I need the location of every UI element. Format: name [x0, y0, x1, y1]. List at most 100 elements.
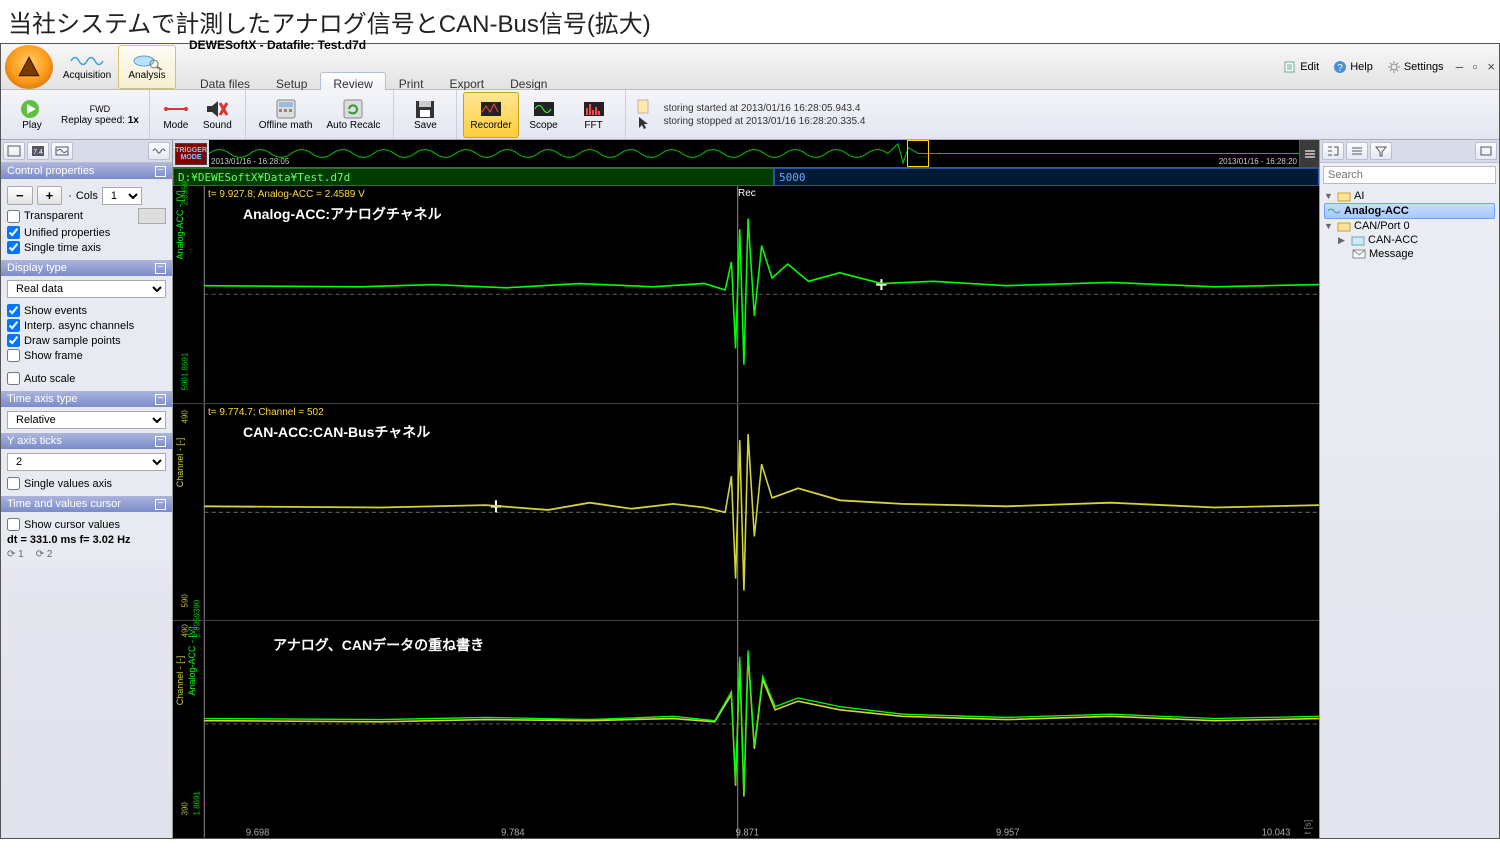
- chart-can-acc[interactable]: t= 9.774.7; Channel = 502 CAN-ACC:CAN-Bu…: [173, 404, 1319, 622]
- file-path-input[interactable]: [173, 168, 774, 186]
- mode-acquisition-label: Acquisition: [63, 70, 111, 81]
- close-button[interactable]: ×: [1483, 57, 1499, 76]
- display-type-label: Display type: [7, 262, 67, 274]
- cols-label: Cols: [76, 190, 98, 202]
- tree-can-port[interactable]: ▼CAN/Port 0: [1324, 219, 1495, 233]
- cols-minus-button[interactable]: −: [7, 186, 33, 205]
- tree-view-icon[interactable]: [1322, 142, 1344, 160]
- show-events-checkbox[interactable]: [7, 304, 20, 317]
- chart3-ytick2: 2.8959390: [193, 600, 202, 638]
- time-values-cursor-header[interactable]: Time and values cursor−: [1, 496, 172, 512]
- status-text: storing started at 2013/01/16 16:28:05.9…: [656, 100, 874, 130]
- maximize-button[interactable]: ▫: [1469, 57, 1482, 76]
- tree-analog-acc-label: Analog-ACC: [1344, 205, 1409, 217]
- svg-text:9.698: 9.698: [246, 828, 269, 838]
- offline-math-button[interactable]: Offline math: [252, 92, 320, 138]
- svg-text:?: ?: [1337, 63, 1343, 74]
- single-values-axis-checkbox[interactable]: [7, 477, 20, 490]
- chart3-ytick4: 390: [181, 802, 190, 815]
- left-panel: 7.4 Control properties− − + · Cols 1 Tra…: [1, 140, 173, 838]
- color-swatch-button[interactable]: [138, 208, 166, 224]
- show-frame-checkbox[interactable]: [7, 349, 20, 362]
- draw-sample-points-checkbox[interactable]: [7, 334, 20, 347]
- chart3-ytick1: 490: [181, 624, 190, 637]
- y-axis-ticks-select[interactable]: 2: [7, 453, 166, 471]
- play-button[interactable]: Play: [7, 92, 57, 138]
- filter-icon[interactable]: [1370, 142, 1392, 160]
- scope-label: Scope: [529, 120, 557, 131]
- main-area: 7.4 Control properties− − + · Cols 1 Tra…: [1, 140, 1499, 838]
- overview-options-button[interactable]: [1299, 140, 1319, 167]
- y-axis-ticks-label: Y axis ticks: [7, 435, 62, 447]
- cols-plus-button[interactable]: +: [37, 186, 63, 205]
- app-logo[interactable]: [5, 45, 53, 89]
- file-icon: [636, 99, 652, 115]
- y-axis-ticks-header[interactable]: Y axis ticks −: [1, 433, 172, 449]
- collapse-icon[interactable]: −: [155, 436, 166, 447]
- auto-scale-checkbox[interactable]: [7, 372, 20, 385]
- recorder-button[interactable]: Recorder: [463, 92, 518, 138]
- path-bar: [173, 168, 1319, 186]
- chart2-ytick-top: 490: [181, 410, 190, 423]
- trigger-mode-button[interactable]: TRIGGER MODE: [175, 143, 207, 165]
- time-axis-type-header[interactable]: Time axis type−: [1, 391, 172, 407]
- wave-tool-icon[interactable]: [148, 142, 170, 160]
- help-button[interactable]: ?Help: [1327, 58, 1379, 76]
- svg-text:7.4: 7.4: [33, 149, 43, 156]
- dt-freq-label: dt = 331.0 ms f= 3.02 Hz: [7, 534, 166, 546]
- rec-label: Rec: [738, 188, 756, 199]
- mode-analysis[interactable]: Analysis: [118, 45, 176, 89]
- replay-speed-label: Replay speed:: [61, 115, 125, 126]
- single-time-axis-checkbox[interactable]: [7, 241, 20, 254]
- collapse-icon[interactable]: −: [155, 394, 166, 405]
- display-type-select[interactable]: Real data: [7, 280, 166, 298]
- collapse-icon[interactable]: −: [155, 166, 166, 177]
- transparent-checkbox[interactable]: [7, 210, 20, 223]
- tree-message[interactable]: Message: [1324, 247, 1495, 261]
- display-type-header[interactable]: Display type −: [1, 260, 172, 276]
- tree-can-acc[interactable]: ▶CAN-ACC: [1324, 233, 1495, 247]
- overview-strip: TRIGGER MODE 2013/01/16 - 16:28:05 2013/…: [173, 140, 1319, 168]
- mode-button[interactable]: Mode: [156, 92, 196, 138]
- overview-cursor[interactable]: [907, 140, 929, 167]
- play-label: Play: [22, 120, 41, 131]
- mode-acquisition[interactable]: Acquisition: [58, 45, 116, 89]
- svg-text:9.957: 9.957: [996, 828, 1019, 838]
- edit-button[interactable]: Edit: [1277, 58, 1325, 76]
- unified-properties-checkbox[interactable]: [7, 226, 20, 239]
- overview-waveform[interactable]: 2013/01/16 - 16:28:05 2013/01/16 - 16:28…: [209, 140, 1299, 167]
- transparent-label: Transparent: [24, 210, 83, 222]
- sound-button[interactable]: Sound: [196, 92, 239, 138]
- show-cursor-values-checkbox[interactable]: [7, 518, 20, 531]
- view-icon-2[interactable]: 7.4: [27, 142, 49, 160]
- collapse-icon[interactable]: −: [155, 499, 166, 510]
- unified-properties-label: Unified properties: [24, 227, 110, 239]
- panel-options-icon[interactable]: [1475, 142, 1497, 160]
- cursor-1-button[interactable]: ⟳ 1: [7, 549, 24, 560]
- cols-select[interactable]: 1: [102, 187, 142, 205]
- recorder-label: Recorder: [470, 120, 511, 131]
- time-axis-select[interactable]: Relative: [7, 411, 166, 429]
- value-input[interactable]: [774, 168, 1319, 186]
- svg-text:9.871: 9.871: [736, 828, 759, 838]
- auto-recalc-button[interactable]: Auto Recalc: [320, 92, 388, 138]
- tree-analog-acc[interactable]: Analog-ACC: [1324, 203, 1495, 219]
- save-button[interactable]: Save: [400, 92, 450, 138]
- minimize-button[interactable]: –: [1452, 57, 1467, 76]
- control-properties-header[interactable]: Control properties−: [1, 163, 172, 179]
- tree-ai[interactable]: ▼AI: [1324, 189, 1495, 203]
- interp-async-checkbox[interactable]: [7, 319, 20, 332]
- cursor-tool-icon[interactable]: [636, 115, 652, 131]
- scope-button[interactable]: Scope: [519, 92, 569, 138]
- chart2-yaxis-label: Channel - [-]: [175, 438, 185, 488]
- search-input[interactable]: [1323, 166, 1496, 184]
- chart-analog-acc[interactable]: t= 9.927.8; Analog-ACC = 2.4589 V Analog…: [173, 186, 1319, 404]
- view-icon-1[interactable]: [3, 142, 25, 160]
- list-view-icon[interactable]: [1346, 142, 1368, 160]
- settings-button[interactable]: Settings: [1381, 58, 1450, 76]
- chart-overlay[interactable]: 9.698 9.784 9.871 9.957 10.043 アナログ、CANデ…: [173, 621, 1319, 838]
- fft-button[interactable]: FFT: [569, 92, 619, 138]
- view-icon-3[interactable]: [51, 142, 73, 160]
- cursor-2-button[interactable]: ⟳ 2: [36, 549, 53, 560]
- collapse-icon[interactable]: −: [155, 263, 166, 274]
